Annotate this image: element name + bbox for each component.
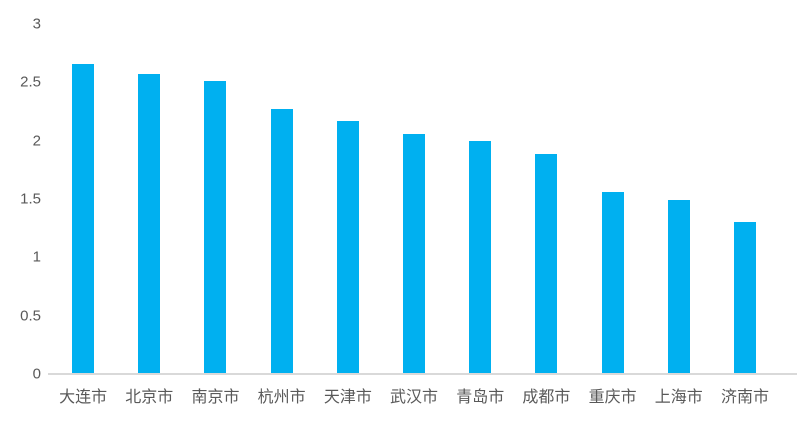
bar-slot — [580, 24, 646, 374]
y-tick-label: 1 — [32, 248, 41, 266]
bar-slot — [116, 24, 182, 374]
bar-slot — [447, 24, 513, 374]
bar-slot — [646, 24, 712, 374]
bar-slot — [182, 24, 248, 374]
bar-武汉市 — [403, 133, 426, 374]
x-category-label: 南京市 — [191, 389, 240, 406]
y-tick-label: 0 — [32, 365, 41, 383]
y-tick-label: 0.5 — [20, 307, 41, 325]
y-tick-label: 2 — [32, 132, 41, 150]
x-category-label: 北京市 — [125, 389, 174, 406]
bar-slot — [249, 24, 315, 374]
x-category-label: 济南市 — [720, 389, 769, 406]
x-category-label: 杭州市 — [257, 389, 306, 406]
x-category-label: 上海市 — [654, 389, 703, 406]
bar-南京市 — [204, 81, 227, 374]
x-axis-line — [48, 373, 797, 375]
bar-青岛市 — [469, 140, 492, 374]
bar-slot — [513, 24, 579, 374]
bar-上海市 — [667, 200, 690, 374]
bar-大连市 — [72, 63, 95, 374]
bar-重庆市 — [601, 192, 624, 374]
bar-济南市 — [733, 222, 756, 374]
bar-slot — [50, 24, 116, 374]
y-tick-label: 1.5 — [20, 190, 41, 208]
bar-杭州市 — [270, 109, 293, 374]
y-tick-label: 2.5 — [20, 73, 41, 91]
x-category-label: 重庆市 — [588, 389, 637, 406]
bar-slot — [315, 24, 381, 374]
x-category-label: 天津市 — [323, 389, 372, 406]
y-axis: 0 0.5 1 1.5 2 2.5 3 — [0, 0, 43, 425]
bar-北京市 — [138, 74, 161, 374]
x-category-label: 大连市 — [59, 389, 108, 406]
bar-成都市 — [535, 153, 558, 374]
x-category-label: 武汉市 — [390, 389, 439, 406]
bar-slot — [381, 24, 447, 374]
bar-天津市 — [336, 120, 359, 374]
y-tick-label: 3 — [32, 15, 41, 33]
plot-area — [50, 24, 778, 374]
x-axis-category-labels: 大连市 北京市 南京市 杭州市 天津市 武汉市 青岛市 成都市 重庆市 上海市 济南市 — [50, 388, 778, 407]
x-category-label: 青岛市 — [456, 389, 505, 406]
bar-slot — [712, 24, 778, 374]
x-category-label: 成都市 — [522, 389, 571, 406]
